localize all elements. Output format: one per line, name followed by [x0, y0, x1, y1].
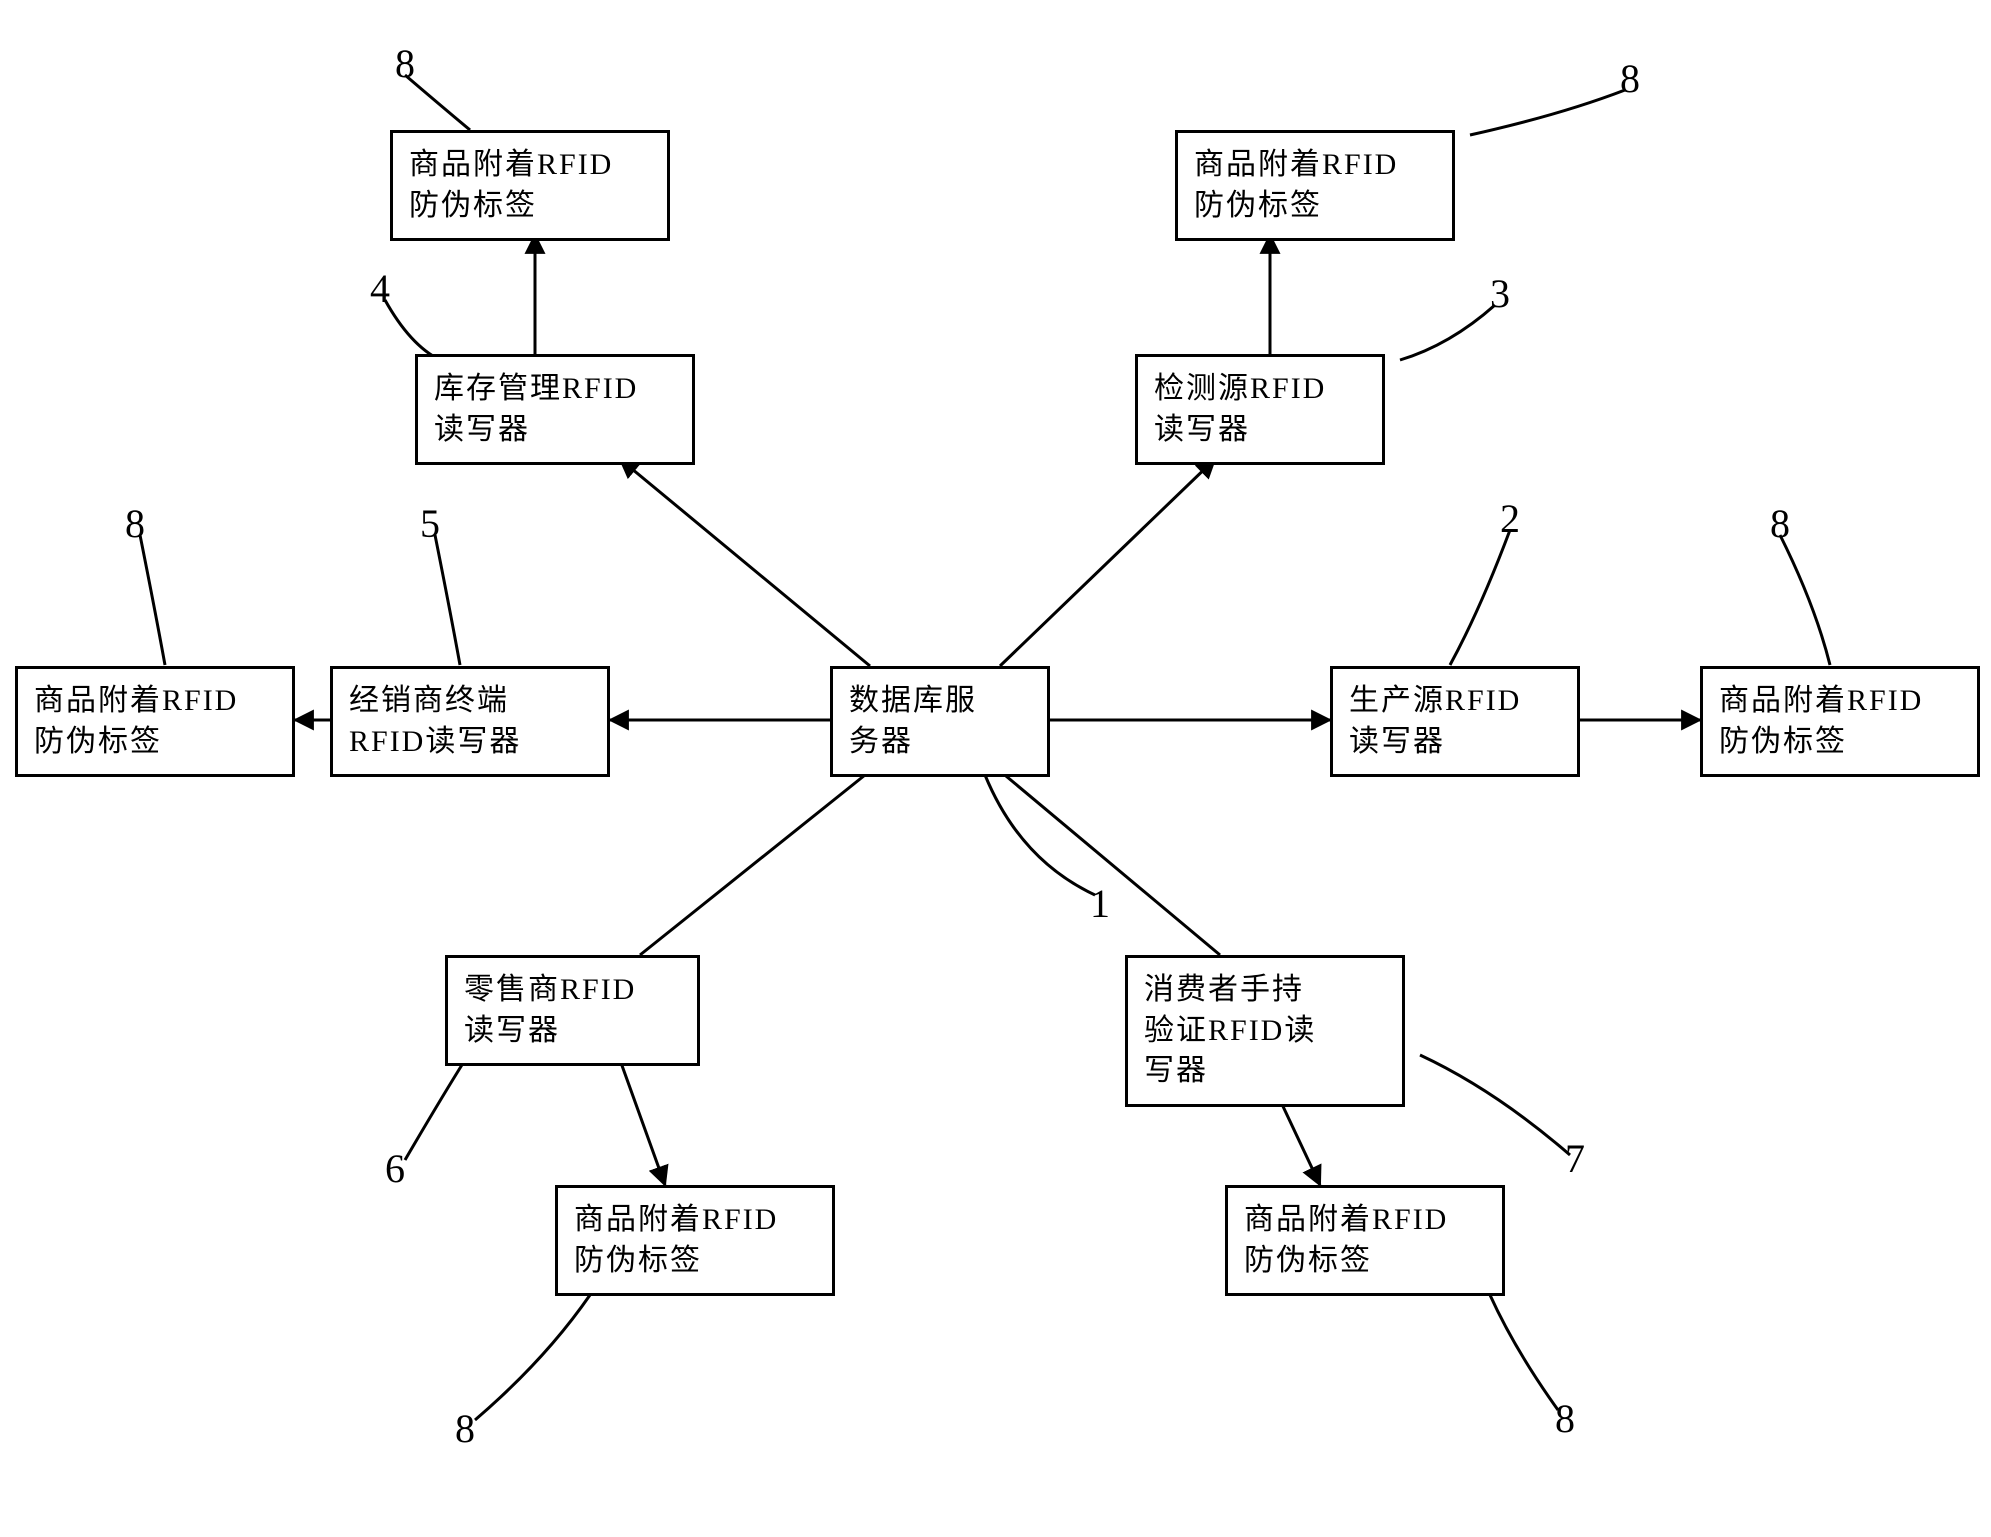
edge: [1280, 1100, 1320, 1185]
node-t8a: 商品附着RFID 防伪标签: [1700, 666, 1980, 777]
leader-curve: [1490, 1295, 1558, 1410]
node-t8c: 商品附着RFID 防伪标签: [390, 130, 670, 241]
leader-curve: [1470, 90, 1625, 135]
leader-curve: [1400, 305, 1495, 360]
ref-label-8-7: 8: [1770, 500, 1790, 547]
leader-curve: [1780, 535, 1830, 665]
ref-label-8-12: 8: [1555, 1395, 1575, 1442]
ref-label-8-10: 8: [125, 500, 145, 547]
node-n5: 经销商终端 RFID读写器: [330, 666, 610, 777]
node-t8d: 商品附着RFID 防伪标签: [15, 666, 295, 777]
node-t8e: 商品附着RFID 防伪标签: [555, 1185, 835, 1296]
leader-curve: [385, 300, 440, 360]
ref-label-4-3: 4: [370, 265, 390, 312]
ref-label-8-9: 8: [395, 40, 415, 87]
leader-curve: [985, 775, 1095, 895]
edge: [620, 459, 870, 666]
leader-curve: [1420, 1055, 1570, 1155]
edge: [620, 1060, 665, 1185]
ref-label-8-11: 8: [455, 1405, 475, 1452]
node-n6: 零售商RFID 读写器: [445, 955, 700, 1066]
leader-curve: [435, 535, 460, 665]
node-n7: 消费者手持 验证RFID读 写器: [1125, 955, 1405, 1107]
edge: [1000, 459, 1215, 666]
leader-curve: [405, 1060, 465, 1160]
ref-label-1-0: 1: [1090, 880, 1110, 927]
ref-label-3-2: 3: [1490, 270, 1510, 317]
leader-curve: [475, 1295, 590, 1420]
ref-label-6-5: 6: [385, 1145, 405, 1192]
edge: [1000, 771, 1220, 955]
ref-label-8-8: 8: [1620, 55, 1640, 102]
node-n2: 生产源RFID 读写器: [1330, 666, 1580, 777]
node-n3: 检测源RFID 读写器: [1135, 354, 1385, 465]
edge: [640, 771, 870, 955]
diagram-canvas: 数据库服 务器 生产源RFID 读写器 检测源RFID 读写器 库存管理RFID 读写…: [0, 0, 1991, 1537]
leader-curve: [1450, 530, 1510, 665]
node-t8b: 商品附着RFID 防伪标签: [1175, 130, 1455, 241]
ref-label-5-4: 5: [420, 500, 440, 547]
ref-label-7-6: 7: [1565, 1135, 1585, 1182]
node-t8f: 商品附着RFID 防伪标签: [1225, 1185, 1505, 1296]
leader-curve: [140, 535, 165, 665]
node-n4: 库存管理RFID 读写器: [415, 354, 695, 465]
node-center: 数据库服 务器: [830, 666, 1050, 777]
ref-label-2-1: 2: [1500, 495, 1520, 542]
